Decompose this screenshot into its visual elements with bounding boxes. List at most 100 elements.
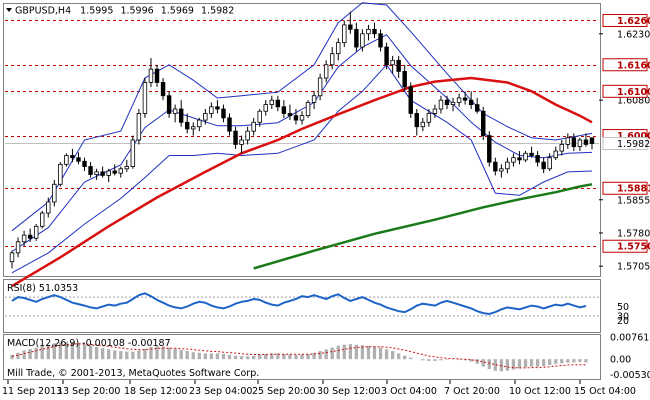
candle (529, 146, 534, 158)
copyright-footer: Mill Trade, © 2001-2013, MetaQuotes Soft… (7, 368, 259, 379)
symbol-label: GBPUSD,H4 (15, 6, 71, 17)
candle (94, 168, 99, 180)
moving-average-green (253, 183, 593, 270)
candle (396, 55, 401, 79)
candle (275, 95, 281, 112)
candle (444, 95, 450, 110)
candle (553, 146, 558, 160)
candle (166, 91, 172, 118)
time-tick-label: 23 Sep 04:00 (189, 386, 252, 397)
candle (323, 60, 329, 83)
time-tick-label: 15 Oct 04:00 (574, 386, 636, 397)
candle (88, 162, 93, 178)
candle (293, 109, 299, 125)
candle (257, 109, 262, 127)
rsi-panel-frame (3, 279, 601, 333)
svg-text:1.6000: 1.6000 (617, 131, 650, 142)
candle (233, 126, 238, 149)
candle (541, 157, 546, 174)
moving-average-red (11, 76, 593, 288)
candle (227, 113, 232, 136)
candle (360, 29, 365, 52)
price-tick-label: 1.6230 (617, 29, 650, 40)
candle (499, 164, 504, 178)
high-value: 1.5996 (120, 6, 153, 17)
candle (378, 29, 383, 52)
time-tick-label: 3 Oct 04:00 (381, 386, 437, 397)
axis-layer: 1.6230 1.6080 1.5855 1.5780 1.5705 1.6260 1.61… (2, 13, 650, 397)
svg-text:1.6260: 1.6260 (617, 16, 650, 27)
price-tick-label: 1.6080 (617, 96, 650, 107)
candle (130, 135, 136, 169)
candle (197, 117, 202, 132)
svg-text:1.5750: 1.5750 (617, 242, 650, 253)
candle (426, 109, 432, 127)
candle (15, 237, 21, 258)
macd-label: MACD(12,26,9) -0.00108 -0.00187 (7, 338, 171, 349)
candle (481, 106, 486, 140)
price-tick-label: 1.5855 (617, 195, 650, 206)
candle (547, 153, 552, 171)
candle (58, 162, 63, 187)
candle (178, 100, 184, 127)
candle (348, 11, 353, 34)
candle (565, 133, 571, 149)
macd-signal-line (11, 343, 586, 369)
candle (76, 152, 81, 165)
level-label-2: 1.6100 (602, 84, 650, 98)
candle (535, 151, 540, 167)
candle (215, 100, 220, 114)
candle (305, 100, 311, 118)
svg-text:GBPUSD,H4 1.5995 1: GBPUSD,H4 1.5995 1.5996 1.5969 1.5982 (15, 6, 234, 17)
candle (390, 55, 395, 74)
time-tick-label: 10 Oct 12:00 (509, 386, 571, 397)
candle (384, 42, 389, 70)
candle (462, 91, 468, 105)
candle (263, 100, 268, 116)
candle (342, 20, 347, 48)
candle (366, 24, 371, 41)
candle (40, 210, 45, 229)
candle (118, 166, 123, 178)
candle (245, 126, 250, 145)
candle (221, 104, 226, 123)
candle (281, 100, 287, 118)
candle (142, 78, 148, 118)
candle (239, 135, 244, 154)
candle (559, 140, 564, 156)
candle (27, 228, 33, 242)
rsi-line (11, 292, 587, 316)
candle (82, 157, 87, 171)
candle (191, 122, 196, 136)
candle (432, 104, 438, 118)
candle (203, 109, 208, 125)
candle (577, 137, 583, 152)
bollinger-lower-line (11, 63, 593, 274)
current-price-label: 1.5982 (602, 137, 650, 151)
header-triangle-icon (6, 8, 12, 12)
chart-header: GBPUSD,H4 1.5995 1.5996 1.5969 1.5982 (6, 6, 234, 17)
macd-tick-label: 0.00 (610, 355, 631, 366)
candle (100, 166, 105, 178)
candle (589, 137, 595, 150)
candle (124, 159, 130, 172)
candle (33, 224, 39, 241)
candle (402, 64, 407, 92)
candle (106, 168, 111, 183)
candle (571, 133, 577, 152)
macd-layer (10, 341, 588, 372)
candle (185, 113, 190, 134)
time-tick-label: 30 Sep 12:00 (317, 386, 380, 397)
candle (64, 153, 69, 167)
candle (354, 22, 359, 52)
price-layer (5, 2, 599, 288)
candle (493, 157, 498, 176)
candle (9, 250, 15, 269)
time-tick-label: 13 Sep 20:00 (57, 386, 120, 397)
candle (414, 109, 419, 136)
candle (209, 102, 214, 118)
rsi-tick-label: 20 (617, 316, 629, 327)
svg-text:1.5982: 1.5982 (617, 139, 650, 150)
price-tick-label: 1.5780 (617, 228, 650, 239)
